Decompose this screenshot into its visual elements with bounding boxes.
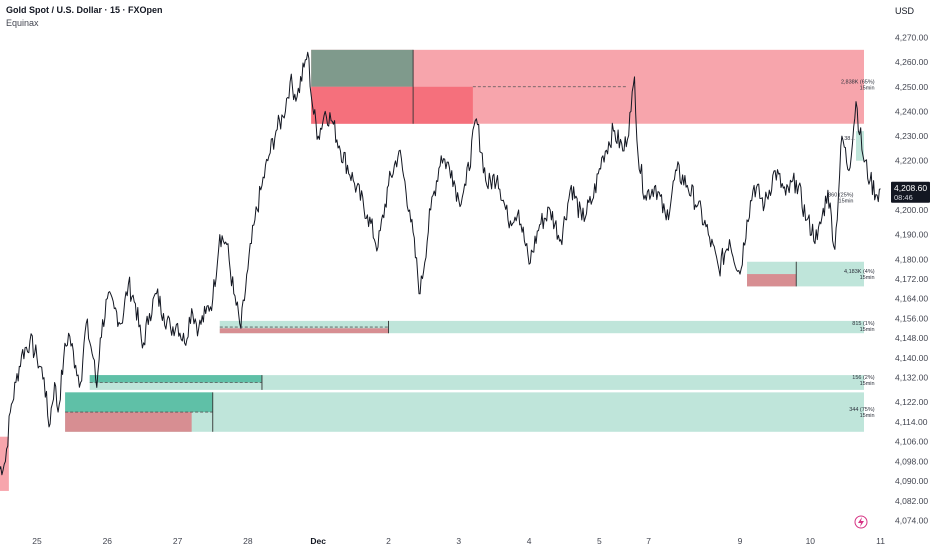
zone-dark_red-13 bbox=[65, 412, 192, 432]
zone-teal-4 bbox=[855, 131, 864, 161]
y-tick-label: 4,270.00 bbox=[895, 33, 928, 43]
zone-teal_strong-10 bbox=[89, 375, 262, 383]
zone-dark_red-6 bbox=[747, 274, 797, 287]
current-price-label: 4,208.60 bbox=[894, 183, 927, 193]
y-tick-label: 4,240.00 bbox=[895, 106, 928, 116]
y-tick-label: 4,148.00 bbox=[895, 333, 928, 343]
y-tick-label: 4,114.00 bbox=[895, 417, 928, 427]
y-tick-label: 4,140.00 bbox=[895, 353, 928, 363]
y-tick-label: 4,106.00 bbox=[895, 437, 928, 447]
x-tick-label: 3 bbox=[456, 536, 461, 546]
price-series-line bbox=[0, 51, 881, 476]
x-tick-label: 4 bbox=[527, 536, 532, 546]
zone-label-1: 38... bbox=[844, 136, 855, 142]
zone-label-5: 156 (2%) bbox=[852, 375, 874, 381]
zone-label-4: 815 (1%) bbox=[852, 321, 874, 327]
zone-gray-2 bbox=[311, 49, 414, 87]
y-tick-label: 4,074.00 bbox=[895, 516, 928, 526]
zone-label-0: 2,838K (65%) bbox=[841, 79, 875, 85]
y-tick-label: 4,230.00 bbox=[895, 131, 928, 141]
x-tick-label: 5 bbox=[597, 536, 602, 546]
x-tick-label: 2 bbox=[386, 536, 391, 546]
y-tick-label: 4,090.00 bbox=[895, 476, 928, 486]
y-tick-label: 4,082.00 bbox=[895, 496, 928, 506]
zone-red_strong-3 bbox=[311, 86, 473, 124]
y-tick-label: 4,220.00 bbox=[895, 156, 928, 166]
zone-label-timeframe-0: 15min bbox=[860, 85, 875, 91]
y-tick-label: 4,190.00 bbox=[895, 230, 928, 240]
chart-title: Gold Spot / U.S. Dollar · 15 · FXOpen bbox=[6, 5, 163, 15]
y-tick-label: 4,250.00 bbox=[895, 82, 928, 92]
x-tick-label: 26 bbox=[103, 536, 113, 546]
x-tick-label: 27 bbox=[173, 536, 183, 546]
zone-label-timeframe-6: 15min bbox=[860, 413, 875, 419]
y-tick-label: 4,122.00 bbox=[895, 397, 928, 407]
indicator-name: Equinax bbox=[6, 18, 39, 28]
y-tick-label: 4,172.00 bbox=[895, 274, 928, 284]
y-tick-label: 4,180.00 bbox=[895, 254, 928, 264]
countdown-label: 08:46 bbox=[894, 193, 913, 202]
y-tick-label: 4,200.00 bbox=[895, 205, 928, 215]
zone-label-timeframe-2: 15min bbox=[839, 199, 854, 205]
y-tick-label: 4,260.00 bbox=[895, 57, 928, 67]
zone-label-3: 4,183K (4%) bbox=[844, 269, 875, 275]
currency-label: USD bbox=[894, 6, 914, 16]
zone-teal-9 bbox=[89, 375, 865, 390]
zone-label-6: 344 (75%) bbox=[849, 407, 875, 413]
lightning-icon[interactable] bbox=[854, 515, 868, 529]
current-price-badge bbox=[891, 181, 930, 203]
zone-teal_strong-12 bbox=[65, 392, 213, 413]
x-tick-label: 9 bbox=[738, 536, 743, 546]
x-tick-label: 7 bbox=[646, 536, 651, 546]
zone-label-2: 860 (25%) bbox=[828, 193, 854, 199]
zone-dark_red-8 bbox=[219, 328, 389, 334]
y-tick-label: 4,098.00 bbox=[895, 456, 928, 466]
zone-label-timeframe-4: 15min bbox=[860, 327, 875, 333]
y-tick-label: 4,164.00 bbox=[895, 294, 928, 304]
y-tick-label: 4,132.00 bbox=[895, 373, 928, 383]
x-tick-label: 25 bbox=[32, 536, 42, 546]
x-tick-label: 28 bbox=[243, 536, 253, 546]
x-tick-label: 10 bbox=[806, 536, 816, 546]
zone-label-timeframe-3: 15min bbox=[860, 275, 875, 281]
x-tick-label: Dec bbox=[310, 536, 326, 546]
y-tick-label: 4,156.00 bbox=[895, 313, 928, 323]
zone-label-timeframe-5: 15min bbox=[860, 381, 875, 387]
x-tick-label: 11 bbox=[876, 536, 885, 546]
